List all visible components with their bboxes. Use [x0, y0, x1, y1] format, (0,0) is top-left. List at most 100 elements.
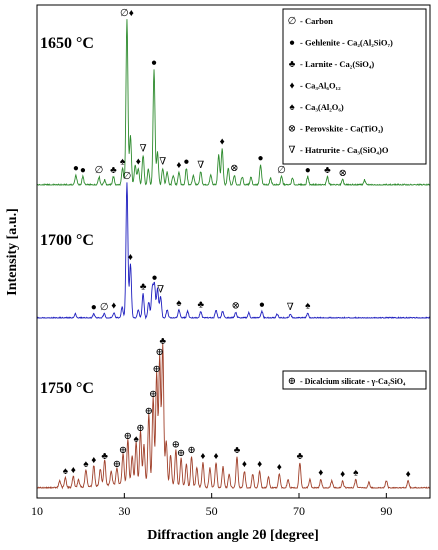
panels: 1650 °C 1700 °C 1750 °C: [36, 19, 431, 490]
phase-marker: ♦: [242, 459, 247, 470]
legend-symbol: ⊕: [288, 376, 296, 387]
phase-marker: ●: [151, 58, 157, 69]
legend-label: - Gehlenite - Ca₂(Al₂SiO₇): [300, 38, 393, 48]
phase-marker: ♠: [63, 466, 69, 477]
series-0: 1650 °C: [36, 19, 431, 187]
phase-marker: ♠: [133, 434, 139, 445]
phase-marker: ∅: [123, 171, 132, 182]
phase-marker: ⊕: [119, 445, 127, 456]
phase-marker: ♣: [197, 299, 204, 310]
phase-marker: ⊕: [156, 347, 164, 358]
phase-marker: ♦: [111, 301, 116, 312]
phase-marker: ♠: [120, 157, 126, 168]
series-label: 1650 °C: [40, 35, 94, 52]
legend-symbol: ∅: [288, 16, 297, 27]
phase-marker: ♦: [176, 160, 181, 171]
phase-marker: ∅: [100, 302, 109, 313]
legend-label: - Ca₃(Al₂O₆): [300, 102, 344, 112]
phase-marker: ●: [183, 157, 189, 168]
phase-markers: ∅♦●∇● ● ∅ ♣♠ ♦ ∇ ♦ ● ∇♦⊗●∅ ● ♣ ⊗∅♦●♣ ∇● ∅ ♦ ♠ ♣ ⊗ ● ∇ ♠♣⊕⊕⊕⊕…: [63, 8, 411, 480]
phase-marker: ∇: [287, 302, 294, 313]
series-line: [36, 19, 431, 187]
phase-marker: ♠: [353, 468, 359, 479]
series-line: [36, 182, 430, 320]
phase-marker: ♦: [257, 459, 262, 470]
legend-symbol: ⊗: [288, 124, 296, 135]
legend-label: - Larnite - Ca₂(SiO₄): [300, 59, 374, 69]
x-tick-label: 30: [118, 504, 130, 518]
phase-marker: ♠: [176, 298, 182, 309]
series-label: 1750 °C: [40, 380, 94, 397]
phase-marker: ●: [259, 299, 265, 310]
phase-marker: ∅: [95, 165, 104, 176]
x-tick-label: 50: [206, 504, 218, 518]
phase-marker: ♣: [324, 165, 331, 176]
phase-marker: ⊕: [177, 448, 185, 459]
legend-symbol: ♦: [289, 81, 294, 92]
phase-marker: ⊕: [172, 440, 180, 451]
legend-bottom-box: [282, 370, 427, 390]
phase-marker: ♣: [140, 282, 147, 293]
phase-marker: ♦: [71, 465, 76, 476]
phase-marker: ♦: [318, 468, 323, 479]
phase-marker: ♦: [340, 469, 345, 480]
phase-marker: ⊗: [230, 163, 238, 174]
phase-marker: ♠: [305, 301, 311, 312]
phase-marker: ●: [305, 165, 311, 176]
phase-marker: ⊕: [152, 364, 160, 375]
phase-marker: ⊗: [338, 168, 346, 179]
legend-label: - Ca₃Al₆O₁₂: [300, 81, 341, 91]
series-label: 1700 °C: [40, 232, 94, 249]
legend-top-box: [282, 8, 427, 165]
series-1: 1700 °C: [36, 182, 430, 320]
phase-marker: ●: [91, 302, 97, 313]
series-line: [36, 343, 430, 490]
phase-marker: ♦: [406, 469, 411, 480]
phase-marker: ∇: [197, 160, 204, 171]
phase-marker: ⊕: [145, 406, 153, 417]
legend-symbol: ♠: [289, 102, 295, 113]
phase-marker: ⊕: [136, 423, 144, 434]
x-tick-label: 10: [31, 504, 43, 518]
phase-marker: ♣: [234, 445, 241, 456]
plot-frame: [36, 4, 431, 499]
phase-marker: ⊕: [187, 445, 195, 456]
phase-marker: ♦: [128, 252, 133, 263]
legend-label: - Perovskite - Ca(TiO₃): [300, 124, 383, 134]
legend-label: - Dicalcium silicate - γ-Ca₂SiO₄: [300, 377, 406, 386]
x-axis-ticks: 10 30 50 70 90: [31, 493, 392, 518]
y-axis-label: Intensity [a.u.]: [5, 208, 20, 296]
legend-label: - Carbon: [300, 16, 333, 26]
phase-marker: ♦: [277, 462, 282, 473]
phase-marker: ♦: [91, 455, 96, 466]
phase-marker: ♦: [220, 137, 225, 148]
legend-symbol: ∇: [289, 145, 296, 156]
phase-marker: ♦: [213, 451, 218, 462]
x-tick-label: 90: [380, 504, 392, 518]
phase-marker: ●: [151, 272, 157, 283]
legend-label: - Hatrurite - Ca₃(SiO₄)O: [300, 145, 389, 155]
phase-marker: ∅♦: [120, 8, 134, 19]
phase-marker: ●: [80, 165, 86, 176]
phase-marker: ♣: [159, 336, 166, 347]
phase-marker: ∇: [140, 143, 147, 154]
legend-bottom: ⊕ - Dicalcium silicate - γ-Ca₂SiO₄: [282, 370, 427, 390]
phase-marker: ♦: [136, 157, 141, 168]
x-tick-label: 70: [293, 504, 305, 518]
phase-marker: ●: [73, 163, 79, 174]
legend-top: ∅ - Carbon ● - Gehlenite - Ca₂(Al₂SiO₇) ♣ - L…: [282, 8, 427, 165]
phase-marker: ∅: [277, 165, 286, 176]
phase-marker: ⊕: [149, 389, 157, 400]
phase-marker: ♦: [200, 451, 205, 462]
phase-marker: ⊕: [124, 431, 132, 442]
series-2: 1750 °C: [36, 343, 430, 490]
phase-marker: ⊗: [231, 301, 239, 312]
phase-marker: ⊕: [113, 459, 121, 470]
x-axis-label: Diffraction angle 2θ [degree]: [147, 528, 319, 543]
phase-marker: ♣: [110, 165, 117, 176]
phase-marker: ∇: [157, 284, 164, 295]
phase-marker: ∇: [159, 157, 166, 168]
phase-marker: ♠: [83, 459, 89, 470]
phase-marker: ♣: [101, 451, 108, 462]
